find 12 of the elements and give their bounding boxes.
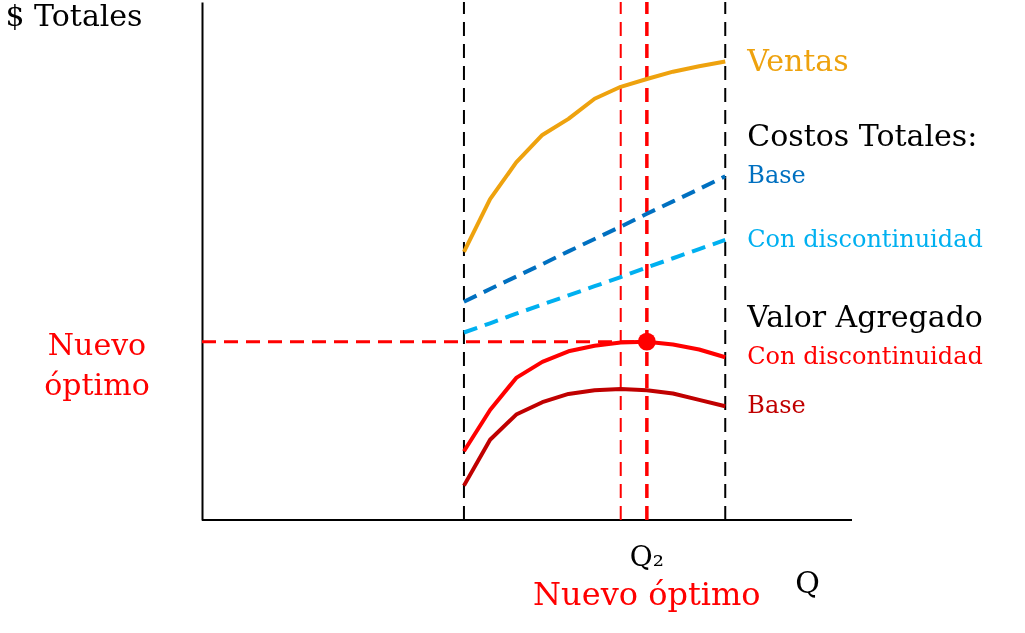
text: Costos Totales: — [747, 118, 978, 154]
text: Q₂ — [629, 540, 664, 573]
ref-line-label: Nuevo óptimo — [44, 326, 150, 402]
text: Nuevo óptimo — [533, 575, 761, 613]
series-label: Base — [747, 161, 806, 190]
series-label: Ventas — [746, 42, 849, 78]
x-axis-title: Q — [795, 564, 820, 600]
series-label: Con discontinuidad — [747, 224, 983, 253]
series-label: Base — [747, 391, 806, 420]
text: Valor Agregado — [746, 299, 983, 335]
series-label: Con discontinuidad — [747, 342, 983, 371]
text: $ Totales — [5, 0, 143, 33]
